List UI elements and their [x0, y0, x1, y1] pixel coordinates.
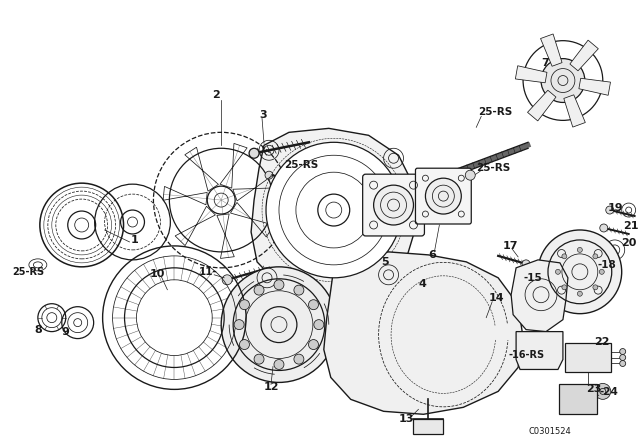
Circle shape	[274, 280, 284, 290]
Circle shape	[562, 254, 567, 259]
Text: 21: 21	[623, 221, 638, 231]
Circle shape	[620, 349, 626, 354]
Circle shape	[222, 275, 232, 285]
Circle shape	[314, 319, 324, 330]
FancyBboxPatch shape	[565, 343, 611, 372]
Text: 20: 20	[621, 238, 636, 248]
Circle shape	[266, 142, 401, 278]
Circle shape	[239, 340, 250, 349]
Text: C0301524: C0301524	[528, 427, 571, 436]
FancyBboxPatch shape	[559, 384, 597, 414]
Text: 17: 17	[503, 241, 518, 251]
Circle shape	[538, 230, 621, 314]
Text: 9: 9	[62, 327, 70, 336]
Text: 3: 3	[259, 110, 267, 121]
FancyBboxPatch shape	[413, 419, 444, 434]
Text: 7: 7	[541, 58, 548, 68]
Circle shape	[593, 254, 598, 259]
Text: 22: 22	[594, 336, 609, 347]
Circle shape	[426, 178, 461, 214]
Circle shape	[600, 224, 608, 232]
Text: -16-RS: -16-RS	[508, 349, 544, 359]
Circle shape	[294, 354, 304, 364]
Text: 25-RS: 25-RS	[12, 267, 44, 277]
Polygon shape	[251, 129, 413, 300]
Circle shape	[522, 260, 530, 268]
Text: 4: 4	[419, 279, 426, 289]
Circle shape	[254, 354, 264, 364]
Circle shape	[374, 185, 413, 225]
Circle shape	[577, 247, 582, 252]
Circle shape	[562, 285, 567, 290]
Polygon shape	[516, 332, 563, 370]
Text: 25-RS: 25-RS	[478, 108, 513, 117]
Text: 14: 14	[488, 293, 504, 303]
Circle shape	[274, 359, 284, 370]
Circle shape	[595, 383, 611, 399]
Text: 2: 2	[212, 90, 220, 100]
Circle shape	[620, 361, 626, 366]
Polygon shape	[541, 34, 562, 66]
Polygon shape	[324, 252, 523, 414]
Circle shape	[294, 285, 304, 295]
FancyBboxPatch shape	[363, 174, 424, 236]
Polygon shape	[570, 40, 598, 71]
Circle shape	[620, 354, 626, 361]
Polygon shape	[527, 90, 556, 121]
Circle shape	[249, 148, 259, 158]
Text: 1: 1	[131, 235, 138, 245]
Circle shape	[265, 171, 273, 179]
Text: -15: -15	[523, 273, 542, 283]
Circle shape	[465, 170, 476, 180]
Polygon shape	[579, 78, 611, 95]
Circle shape	[239, 300, 250, 310]
Circle shape	[541, 59, 585, 103]
Text: 25-RS: 25-RS	[284, 160, 318, 170]
Text: -18: -18	[598, 260, 616, 270]
Polygon shape	[511, 260, 568, 332]
Circle shape	[593, 285, 598, 290]
Circle shape	[234, 319, 244, 330]
Circle shape	[577, 291, 582, 296]
Text: -24: -24	[600, 388, 619, 397]
Text: 13: 13	[399, 414, 414, 424]
Text: 11-: 11-	[199, 267, 218, 277]
Text: 25-RS: 25-RS	[476, 163, 511, 173]
Text: 23: 23	[586, 384, 601, 394]
Text: 6: 6	[428, 250, 436, 260]
Polygon shape	[564, 95, 586, 127]
Text: 10: 10	[150, 269, 165, 279]
Polygon shape	[515, 66, 547, 83]
Circle shape	[556, 269, 561, 274]
Text: 8: 8	[34, 325, 42, 335]
Circle shape	[599, 269, 604, 274]
Circle shape	[254, 285, 264, 295]
Circle shape	[308, 340, 319, 349]
Circle shape	[308, 300, 319, 310]
Text: 12: 12	[264, 383, 280, 392]
Text: 5: 5	[381, 257, 389, 267]
Circle shape	[221, 267, 337, 383]
Circle shape	[606, 206, 614, 214]
FancyBboxPatch shape	[415, 168, 471, 224]
Text: 19: 19	[608, 203, 623, 213]
